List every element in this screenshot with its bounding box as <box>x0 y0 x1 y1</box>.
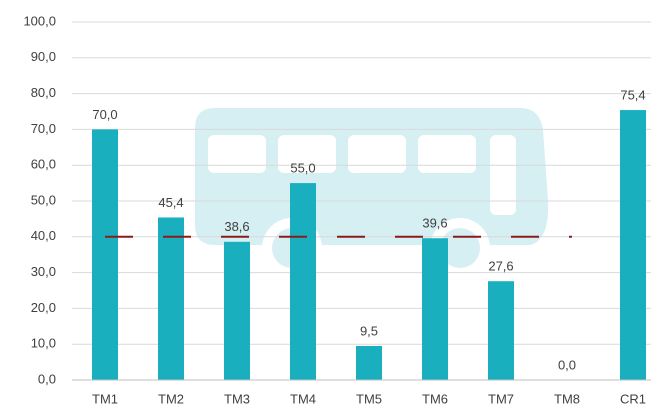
bar <box>620 110 646 381</box>
bar <box>224 241 250 380</box>
y-tick-label: 70,0 <box>31 121 56 136</box>
value-label: 70,0 <box>92 107 117 122</box>
y-tick-label: 0,0 <box>38 371 56 386</box>
y-tick-label: 10,0 <box>31 336 56 351</box>
y-tick-label: 50,0 <box>31 192 56 207</box>
bar <box>158 217 184 380</box>
value-label: 55,0 <box>290 161 315 176</box>
x-tick-label: TM5 <box>356 391 382 406</box>
value-label: 39,6 <box>422 216 447 231</box>
value-label: 45,4 <box>158 195 183 210</box>
value-label: 75,4 <box>620 88 645 103</box>
bar <box>92 129 118 380</box>
bar <box>488 281 514 380</box>
bar <box>290 183 316 380</box>
bar <box>422 238 448 380</box>
y-tick-label: 40,0 <box>31 228 56 243</box>
value-label: 9,5 <box>360 323 378 338</box>
x-tick-label: TM7 <box>488 391 514 406</box>
x-tick-label: TM6 <box>422 391 448 406</box>
y-tick-label: 100,0 <box>23 13 56 28</box>
value-label: 38,6 <box>224 219 249 234</box>
x-tick-label: CR1 <box>620 391 646 406</box>
y-tick-label: 30,0 <box>31 264 56 279</box>
value-label: 27,6 <box>488 259 513 274</box>
y-tick-label: 60,0 <box>31 157 56 172</box>
x-tick-label: TM1 <box>92 391 118 406</box>
bar <box>356 345 382 380</box>
x-tick-label: TM2 <box>158 391 184 406</box>
x-tick-label: TM3 <box>224 391 250 406</box>
x-tick-label: TM4 <box>290 391 316 406</box>
y-tick-label: 90,0 <box>31 49 56 64</box>
value-label: 0,0 <box>558 357 576 372</box>
y-tick-label: 80,0 <box>31 85 56 100</box>
x-tick-label: TM8 <box>554 391 580 406</box>
y-tick-label: 20,0 <box>31 300 56 315</box>
